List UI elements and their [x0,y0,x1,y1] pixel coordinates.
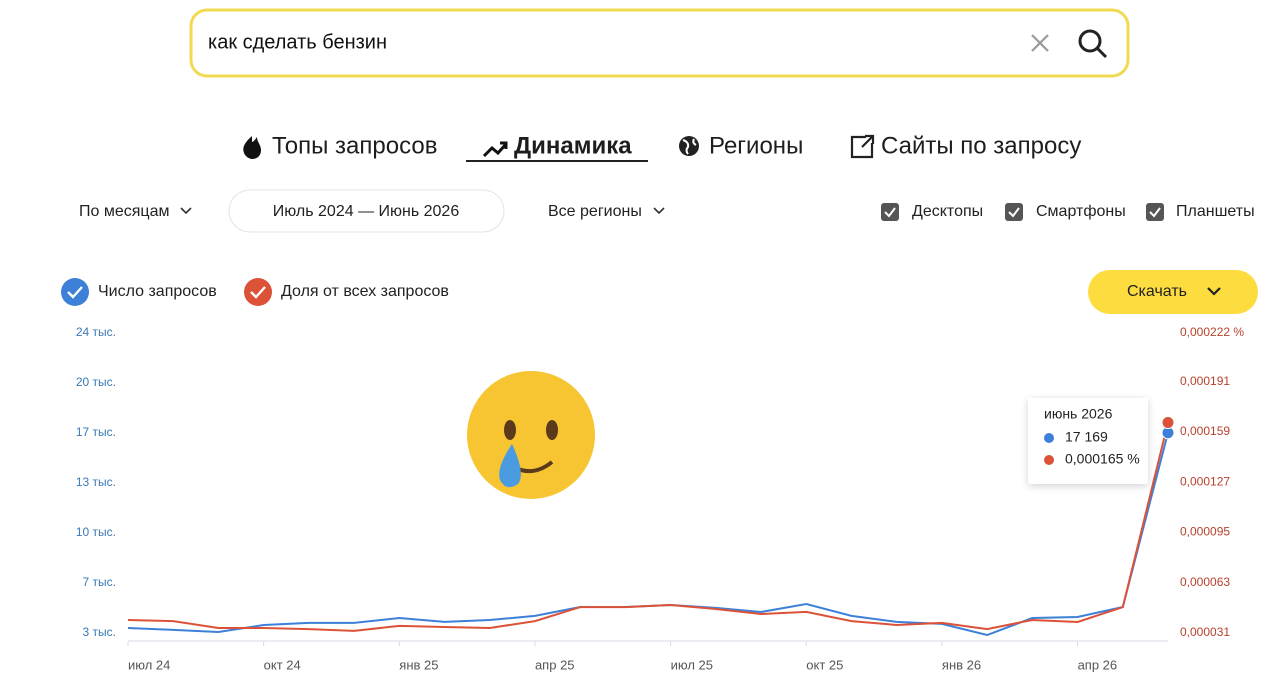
tab[interactable]: Топы запросов [272,132,437,159]
y2-tick-label: 0,000063 [1180,575,1230,589]
download-button[interactable] [1088,270,1258,314]
series-line [127,422,1169,632]
tooltip [1028,398,1148,484]
download-label[interactable]: Скачать [1127,283,1187,300]
tooltip-dot [1044,433,1054,443]
y-tick-label: 24 тыс. [76,325,116,339]
chevron [653,207,665,215]
x-tick-label: июл 24 [128,657,170,672]
device-checkbox[interactable] [1005,203,1023,221]
range-text[interactable]: Июль 2024 — Июнь 2026 [273,203,460,220]
globe-icon [682,138,697,155]
x-tick-label: окт 24 [264,657,301,672]
clear-icon[interactable] [1031,34,1049,52]
y-tick-label: 3 тыс. [83,625,116,639]
x-tick-label: янв 25 [399,657,438,672]
y-tick-label: 10 тыс. [76,525,116,539]
x-tick-label: июл 25 [671,657,713,672]
tooltip-title: июнь 2026 [1044,406,1113,422]
device-label[interactable]: Планшеты [1176,203,1255,220]
device-label[interactable]: Десктопы [912,203,983,220]
y2-tick-label: 0,000031 [1180,625,1230,639]
device-checkbox[interactable] [881,203,899,221]
x-tick-label: окт 25 [806,657,843,672]
fire-icon [243,136,261,159]
search-icon[interactable] [1078,29,1108,59]
search-query[interactable]: как сделать бензин [208,31,387,53]
trend-icon [500,141,508,149]
tab-active[interactable]: Динамика [514,132,632,159]
chevron [180,207,192,215]
search-box[interactable] [189,8,1130,78]
external-icon [850,134,875,159]
tab[interactable]: Регионы [709,132,803,159]
y-tick-label: 17 тыс. [76,425,116,439]
y-tick-label: 20 тыс. [76,375,116,389]
region-select[interactable]: Все регионы [548,203,642,220]
y-tick-label: 13 тыс. [76,475,116,489]
x-tick-label: апр 25 [535,657,575,672]
y2-tick-label: 0,000222 % [1180,325,1244,339]
device-checkbox[interactable] [1146,203,1164,221]
highlight-point [1161,416,1175,430]
legend-label[interactable]: Число запросов [98,283,217,300]
x-tick-label: апр 26 [1078,657,1118,672]
legend-label[interactable]: Доля от всех запросов [281,283,449,300]
y2-tick-label: 0,000159 [1180,424,1230,438]
emoji [467,371,595,499]
y2-tick-label: 0,000095 [1180,525,1230,539]
trend-icon [482,143,508,158]
legend-toggle[interactable] [61,278,89,306]
y-tick-label: 7 тыс. [83,575,116,589]
tooltip-dot [1044,455,1054,465]
tooltip-value: 17 169 [1065,429,1108,445]
legend-check [67,286,83,299]
range-picker[interactable] [228,189,505,233]
chevron [1207,287,1221,296]
y2-tick-label: 0,000191 [1180,374,1230,388]
tooltip-value: 0,000165 % [1065,451,1140,467]
device-label[interactable]: Смартфоны [1036,203,1126,220]
y2-tick-label: 0,000127 [1180,474,1230,488]
series-line [127,432,1169,637]
x-tick-label: янв 26 [942,657,981,672]
legend-check [250,286,266,299]
period-select[interactable]: По месяцам [79,203,169,220]
legend-toggle[interactable] [244,278,272,306]
tab[interactable]: Сайты по запросу [881,132,1081,159]
